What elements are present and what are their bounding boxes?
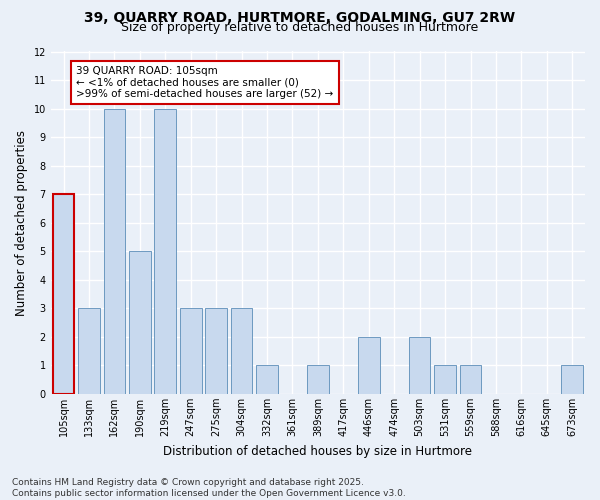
Text: 39 QUARRY ROAD: 105sqm
← <1% of detached houses are smaller (0)
>99% of semi-det: 39 QUARRY ROAD: 105sqm ← <1% of detached… bbox=[76, 66, 334, 99]
X-axis label: Distribution of detached houses by size in Hurtmore: Distribution of detached houses by size … bbox=[163, 444, 472, 458]
Text: 39, QUARRY ROAD, HURTMORE, GODALMING, GU7 2RW: 39, QUARRY ROAD, HURTMORE, GODALMING, GU… bbox=[85, 11, 515, 25]
Bar bbox=[307, 366, 329, 394]
Bar bbox=[180, 308, 202, 394]
Bar bbox=[460, 366, 481, 394]
Bar bbox=[562, 366, 583, 394]
Bar bbox=[434, 366, 456, 394]
Bar bbox=[205, 308, 227, 394]
Text: Size of property relative to detached houses in Hurtmore: Size of property relative to detached ho… bbox=[121, 22, 479, 35]
Bar bbox=[154, 108, 176, 394]
Y-axis label: Number of detached properties: Number of detached properties bbox=[15, 130, 28, 316]
Bar bbox=[409, 337, 430, 394]
Bar bbox=[256, 366, 278, 394]
Bar bbox=[129, 251, 151, 394]
Bar bbox=[78, 308, 100, 394]
Bar bbox=[104, 108, 125, 394]
Bar bbox=[231, 308, 253, 394]
Text: Contains HM Land Registry data © Crown copyright and database right 2025.
Contai: Contains HM Land Registry data © Crown c… bbox=[12, 478, 406, 498]
Bar bbox=[53, 194, 74, 394]
Bar bbox=[358, 337, 380, 394]
